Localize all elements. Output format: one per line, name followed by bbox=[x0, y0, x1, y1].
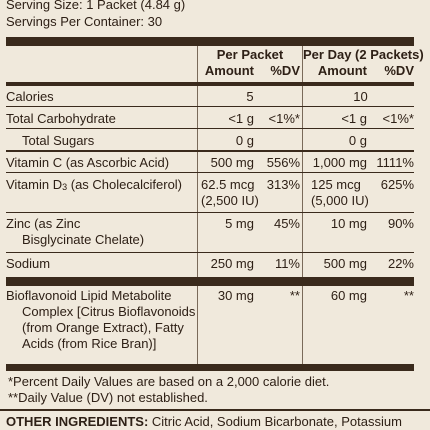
pp-dv-label: %DV bbox=[270, 63, 300, 78]
servings-per-container: Servings Per Container: 30 bbox=[6, 14, 163, 29]
zinc-pd-amount: 10 mg bbox=[330, 216, 367, 231]
row-rule bbox=[6, 252, 414, 253]
total-carb-label: Total Carbohydrate bbox=[6, 111, 116, 126]
zinc-label-line2: Bisglycinate Chelate) bbox=[22, 232, 145, 247]
sodium-pd-amount: 500 mg bbox=[323, 256, 367, 271]
vitamin-d3-pp-amount: 62.5 mcg bbox=[201, 177, 255, 192]
total-sugars-label: Total Sugars bbox=[22, 133, 95, 148]
total-sugars-pd-amount: 0 g bbox=[348, 133, 367, 148]
bioflavonoid-label-line4: Acids (from Rice Bran)] bbox=[22, 336, 157, 351]
vitamin-c-pd-dv: 1111% bbox=[376, 155, 414, 170]
sodium-pd-dv: 22% bbox=[387, 256, 414, 271]
calories-pp-amount: 5 bbox=[246, 89, 254, 104]
column-divider-right bbox=[302, 46, 303, 364]
column-divider-left bbox=[197, 46, 198, 364]
footnote-dv: *Percent Daily Values are based on a 2,0… bbox=[8, 374, 330, 389]
vitamin-c-pp-amount: 500 mg bbox=[210, 155, 254, 170]
bioflavonoid-pd-dv: ** bbox=[403, 288, 414, 303]
total-carb-pp-amount: <1 g bbox=[228, 111, 254, 126]
vitamin-d3-pp-amount-iu: (2,500 IU) bbox=[201, 193, 259, 208]
vitamin-d3-label-prefix: Vitamin D bbox=[6, 177, 63, 192]
zinc-label-line1: Zinc (as Zinc bbox=[6, 216, 81, 231]
other-ingredients-text: Citric Acid, Sodium Bicarbonate, Potassi… bbox=[148, 414, 402, 429]
vitamin-c-pp-dv: 556% bbox=[266, 155, 300, 170]
other-ingredients-label: OTHER INGREDIENTS: bbox=[6, 414, 149, 429]
vitamin-c-label: Vitamin C (as Ascorbic Acid) bbox=[6, 155, 170, 170]
sodium-label: Sodium bbox=[6, 256, 51, 271]
header-rule bbox=[6, 82, 414, 86]
zinc-pd-dv: 90% bbox=[387, 216, 414, 231]
vitamin-d3-pd-amount-iu: (5,000 IU) bbox=[311, 193, 369, 208]
zinc-pp-dv: 45% bbox=[273, 216, 300, 231]
bioflavonoid-pd-amount: 60 mg bbox=[330, 288, 367, 303]
total-carb-pd-amount: <1 g bbox=[341, 111, 367, 126]
vitamin-d3-label: Vitamin D3 (as Cholecalciferol) bbox=[6, 177, 182, 194]
pd-amount-label: Amount bbox=[317, 63, 367, 78]
vitamin-c-pd-amount: 1,000 mg bbox=[312, 155, 367, 170]
other-ingredients: OTHER INGREDIENTS: Citric Acid, Sodium B… bbox=[6, 414, 402, 429]
calories-pd-amount: 10 bbox=[353, 89, 368, 104]
row-rule bbox=[6, 150, 414, 152]
calories-label: Calories bbox=[6, 89, 54, 104]
zinc-pp-amount: 5 mg bbox=[225, 216, 254, 231]
total-carb-pp-dv: <1%* bbox=[268, 111, 300, 126]
serving-size: Serving Size: 1 Packet (4.84 g) bbox=[6, 0, 186, 12]
sodium-pp-dv: 11% bbox=[274, 256, 300, 271]
bioflavonoid-pp-dv: ** bbox=[289, 288, 300, 303]
vitamin-d3-pd-dv: 625% bbox=[380, 177, 414, 192]
top-thick-rule bbox=[6, 37, 414, 46]
vitamin-d3-pp-dv: 313% bbox=[266, 177, 300, 192]
row-rule bbox=[6, 128, 414, 129]
bioflavonoid-label-line3: (from Orange Extract), Fatty bbox=[22, 320, 184, 335]
bioflavonoid-label-line2: Complex [Citrus Bioflavonoids bbox=[22, 304, 196, 319]
vitamin-d3-label-subscript: 3 bbox=[62, 182, 68, 192]
footnote-not-established: **Daily Value (DV) not established. bbox=[8, 390, 208, 405]
row-rule bbox=[6, 106, 414, 107]
row-rule bbox=[6, 172, 414, 173]
total-sugars-pp-amount: 0 g bbox=[235, 133, 254, 148]
total-carb-pd-dv: <1%* bbox=[382, 111, 414, 126]
footer-rule bbox=[0, 409, 430, 411]
bioflavonoid-label-line1: Bioflavonoid Lipid Metabolite bbox=[6, 288, 172, 303]
vitamin-d3-pd-amount: 125 mcg bbox=[311, 177, 361, 192]
row-rule bbox=[6, 212, 414, 213]
vitamin-d3-label-suffix: (as Cholecalciferol) bbox=[67, 177, 183, 192]
per-packet-header: Per Packet bbox=[216, 47, 284, 62]
per-day-header: Per Day (2 Packets) bbox=[303, 47, 424, 62]
pd-dv-label: %DV bbox=[384, 63, 414, 78]
sodium-pp-amount: 250 mg bbox=[210, 256, 254, 271]
pp-amount-label: Amount bbox=[204, 63, 254, 78]
middle-thick-rule bbox=[6, 277, 414, 286]
bottom-thick-rule bbox=[6, 364, 414, 371]
bioflavonoid-pp-amount: 30 mg bbox=[217, 288, 254, 303]
